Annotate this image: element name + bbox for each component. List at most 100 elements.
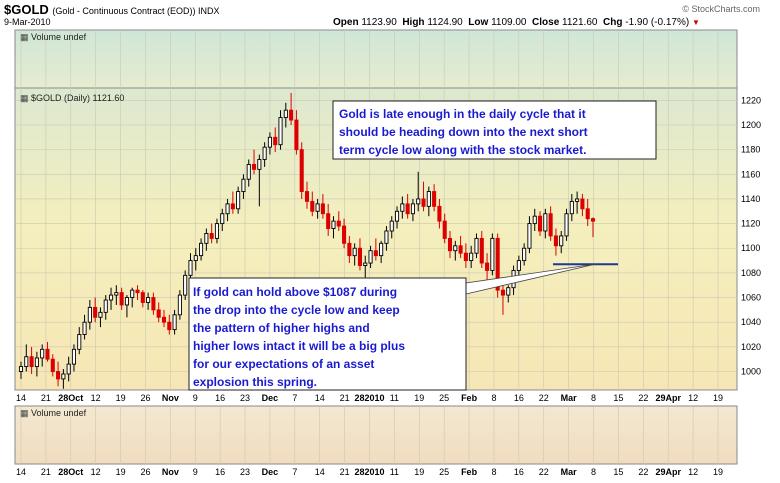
x-tick-label: 21 [41,467,51,477]
candle-down [479,237,484,264]
chg-value: -1.90 (-0.17%) [625,17,690,28]
candle-up [278,117,283,146]
candle-up [199,242,204,257]
open-value: 1123.90 [361,17,397,28]
candle-up [220,213,225,225]
x-tick-label: 21 [41,393,51,403]
candle-up [368,250,373,264]
candle-down [310,200,315,212]
candle-up [363,262,368,266]
candle-down [485,262,490,271]
candle-up [379,242,384,257]
candle-up [559,235,564,247]
candle-up [315,203,320,212]
y-tick-label: 1100 [741,243,760,253]
candle-down [447,237,453,252]
candle-down [135,289,140,294]
x-tick-label: 14 [16,467,26,477]
ohlc-readout: Open 1123.90 High 1124.90 Low 1109.00 Cl… [333,17,700,28]
candle-down [553,235,558,247]
x-tick-label: Feb [461,393,478,403]
candlesticks [18,92,596,389]
x-tick-label: 29Apr [655,393,681,403]
candle-up [262,146,267,160]
candle-down [373,250,378,257]
chart-title: $GOLD (Gold - Continuous Contract (EOD))… [4,2,219,17]
y-tick-label: 1020 [741,342,761,352]
x-tick-label: 282010 [354,467,384,477]
volume-top-label: ▦ Volume undef [20,32,87,42]
candle-up [124,297,129,306]
x-tick-label: 22 [539,393,549,403]
annotation-top-text: Gold is late enough in the daily cycle t… [339,107,591,157]
y-axis-ticks: 1000 1020 1040 1060 1080 1100 1120 1140 1160 1180… [741,95,761,376]
candle-up [506,287,511,296]
candle-up [532,215,537,225]
annotation-top-box [332,100,657,160]
chg-label: Chg [603,17,623,28]
candle-down [161,316,167,323]
candle-down [304,191,310,202]
y-tick-label: 1040 [741,317,761,327]
x-tick-label: 16 [514,467,524,477]
candle-up [516,260,521,271]
y-tick-label: 1120 [741,219,760,229]
candle-up [172,314,177,331]
symbol: $GOLD [4,2,49,17]
x-tick-label: 23 [240,467,250,477]
candle-up [246,163,251,180]
candle-up [490,237,495,271]
candle-up [394,210,400,222]
candle-up [426,191,431,207]
x-tick-label: 25 [439,467,449,477]
low-value: 1109.00 [491,17,527,28]
candle-up [87,306,92,323]
candle-down [230,203,235,210]
x-tick-label: 12 [91,393,101,403]
candle-up [188,260,193,276]
candle-up [331,220,336,229]
brand-watermark: © StockCharts.com [682,4,760,14]
chart-subtitle: (Gold - Continuous Contract (EOD)) INDX [52,6,220,16]
candle-up [416,198,421,205]
candle-down [326,213,331,229]
x-tick-label: 19 [414,467,424,477]
price-panel-label: ▦ $GOLD (Daily) 1121.60 [20,93,124,103]
candle-down [336,220,341,227]
x-tick-label: 8 [491,393,496,403]
candle-up [569,200,574,215]
x-tick-label: 11 [390,393,399,403]
candle-down [151,297,156,311]
close-value: 1121.60 [562,17,598,28]
x-tick-label: 9 [193,467,198,477]
candle-up [108,294,114,301]
candle-up [410,203,415,215]
candle-up [130,289,135,299]
candle-up [241,178,246,192]
candle-up [267,136,272,148]
candle-up [257,159,262,170]
candle-up [469,252,474,262]
candle-down [289,109,294,121]
candle-down [357,247,363,266]
candle-up [114,292,119,296]
y-tick-label: 1160 [741,169,760,179]
annotation-bottom-box [188,277,467,391]
candle-down [273,136,278,146]
x-tick-label: 25 [439,393,449,403]
candle-up [352,247,357,257]
candle-down [156,309,161,318]
x-tick-label: Dec [262,393,279,403]
candle-up [177,294,182,316]
candle-down [209,233,214,239]
y-tick-label: 1080 [741,268,761,278]
candle-up [204,233,209,244]
candle-down [585,208,590,220]
y-tick-label: 1060 [741,293,761,303]
candle-up [24,356,29,368]
x-tick-label: 19 [414,393,424,403]
candle-up [71,348,77,365]
volume-top-panel [14,29,738,89]
y-tick-label: 1180 [741,145,760,155]
x-tick-label: 26 [140,467,150,477]
